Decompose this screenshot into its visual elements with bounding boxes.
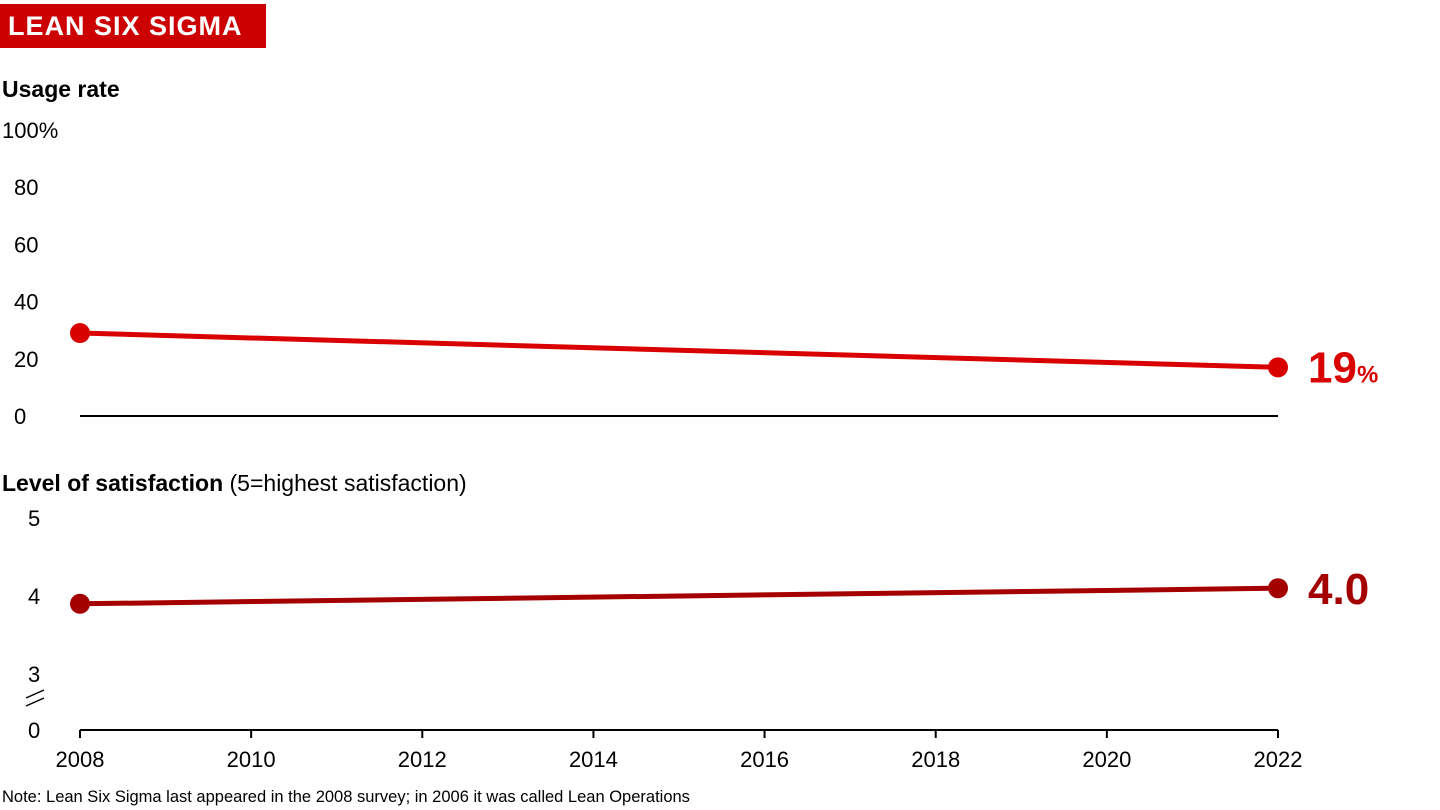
satisfaction-y-tick-label: 3 (28, 662, 40, 687)
satisfaction-title-bold: Level of satisfaction (2, 470, 224, 496)
usage-y-tick-label: 0 (14, 404, 26, 429)
satisfaction-y-tick-label: 4 (28, 584, 40, 609)
usage-y-tick-label: 20 (14, 347, 38, 372)
satisfaction-series-line (79, 585, 1279, 607)
satisfaction-title-sub: (5=highest satisfaction) (229, 470, 467, 496)
x-tick-label: 2020 (1082, 747, 1131, 772)
satisfaction-y-tick-label: 5 (28, 506, 40, 531)
usage-end-label-value: 19 (1308, 343, 1357, 392)
x-tick-label: 2014 (569, 747, 618, 772)
usage-chart: 100% 80 60 40 20 0 19% (2, 118, 1378, 429)
usage-end-label-unit: % (1357, 361, 1378, 388)
satisfaction-end-label: 4.0 (1308, 565, 1369, 614)
usage-y-tick-label: 80 (14, 175, 38, 200)
usage-data-point (1268, 357, 1288, 378)
satisfaction-data-point (70, 593, 90, 614)
axis-break-mark (25, 689, 45, 699)
chart-canvas: 100% 80 60 40 20 0 19% 5 4 3 0 4.0 2008 2010 2012 201… (2, 118, 1378, 772)
satisfaction-title: Level of satisfaction (5=highest satisfa… (2, 470, 467, 497)
satisfaction-chart: 5 4 3 0 4.0 (25, 506, 1369, 743)
x-tick-label: 2012 (398, 747, 447, 772)
x-tick-label: 2010 (227, 747, 276, 772)
usage-data-point (70, 323, 90, 344)
chart-badge: LEAN SIX SIGMA (0, 4, 266, 48)
usage-y-tick-label: 60 (14, 232, 38, 257)
x-tick-label: 2016 (740, 747, 789, 772)
axis-break-mark (25, 697, 45, 707)
usage-y-tick-label: 40 (14, 290, 38, 315)
usage-y-tick-label: 100% (2, 118, 58, 143)
x-axis: 2008 2010 2012 2014 2016 2018 2020 2022 (56, 729, 1303, 772)
usage-end-label: 19% (1308, 343, 1378, 392)
x-tick-label: 2008 (56, 747, 105, 772)
x-tick-label: 2018 (911, 747, 960, 772)
usage-series-line (79, 330, 1279, 370)
footnote: Note: Lean Six Sigma last appeared in th… (2, 788, 690, 806)
usage-title: Usage rate (2, 76, 120, 102)
x-tick-label: 2022 (1254, 747, 1303, 772)
satisfaction-data-point (1268, 578, 1288, 599)
satisfaction-y-tick-label: 0 (28, 718, 40, 743)
